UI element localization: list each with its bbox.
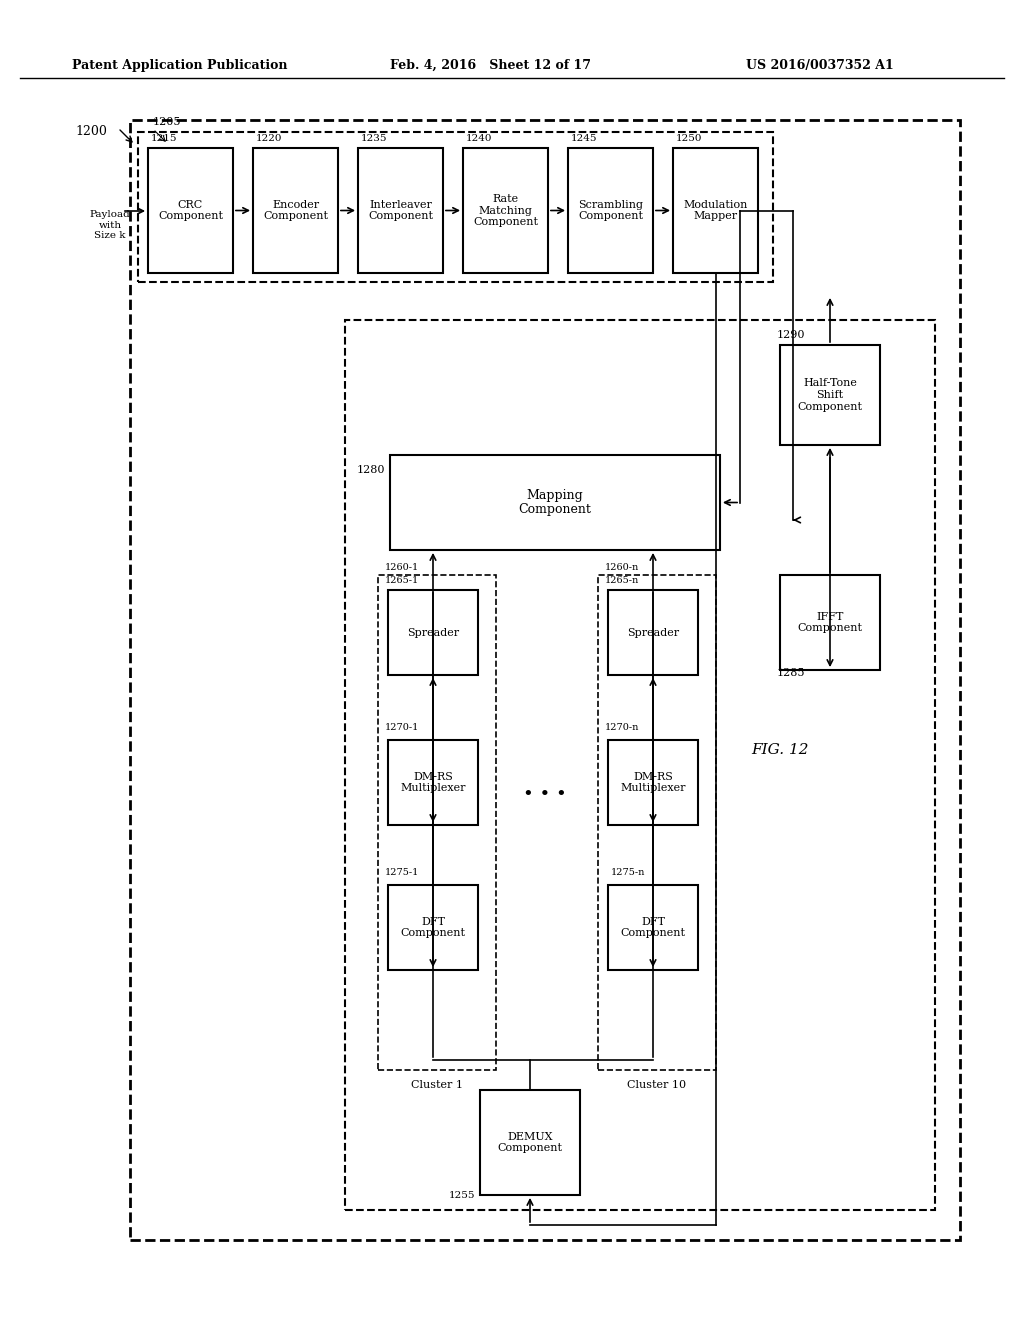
Text: 1270-1: 1270-1	[385, 723, 420, 733]
Text: • • •: • • •	[523, 785, 567, 804]
Text: CRC
Component: CRC Component	[158, 199, 223, 222]
Bar	[673, 148, 758, 273]
Bar	[390, 455, 720, 550]
Text: 1260-1: 1260-1	[385, 564, 419, 572]
Bar	[568, 148, 653, 273]
Bar	[148, 148, 233, 273]
Text: Mapping
Component: Mapping Component	[518, 488, 592, 516]
Bar	[378, 576, 496, 1071]
Text: DM-RS
Multiplexer: DM-RS Multiplexer	[621, 772, 686, 793]
Bar	[463, 148, 548, 273]
Text: Cluster 10: Cluster 10	[628, 1080, 686, 1090]
Bar	[608, 884, 698, 970]
Text: 1265-n: 1265-n	[605, 576, 639, 585]
Text: Spreader: Spreader	[407, 627, 459, 638]
Text: 1245: 1245	[571, 135, 597, 143]
Text: 1250: 1250	[676, 135, 702, 143]
Text: 1265-1: 1265-1	[385, 576, 419, 585]
Text: Patent Application Publication: Patent Application Publication	[73, 58, 288, 71]
Text: Rate
Matching
Component: Rate Matching Component	[473, 194, 538, 227]
Bar	[608, 590, 698, 675]
Text: 1275-n: 1275-n	[611, 869, 645, 876]
Text: Payload
with
Size k: Payload with Size k	[90, 210, 130, 240]
Text: 1235: 1235	[361, 135, 387, 143]
Text: Scrambling
Component: Scrambling Component	[578, 199, 643, 222]
Bar	[130, 120, 961, 1239]
Text: Interleaver
Component: Interleaver Component	[368, 199, 433, 222]
Text: Half-Tone
Shift
Component: Half-Tone Shift Component	[798, 379, 862, 412]
Bar	[345, 319, 935, 1210]
Bar	[138, 132, 773, 282]
Text: 1285: 1285	[777, 668, 806, 678]
Text: DM-RS
Multiplexer: DM-RS Multiplexer	[400, 772, 466, 793]
Text: DFT
Component: DFT Component	[621, 916, 685, 939]
Bar	[388, 590, 478, 675]
Text: Encoder
Component: Encoder Component	[263, 199, 328, 222]
Text: Modulation
Mapper: Modulation Mapper	[683, 199, 748, 222]
Bar	[388, 884, 478, 970]
Text: 1215: 1215	[151, 135, 177, 143]
Text: US 2016/0037352 A1: US 2016/0037352 A1	[746, 58, 894, 71]
Text: Cluster 1: Cluster 1	[411, 1080, 463, 1090]
Text: 1200: 1200	[75, 125, 106, 139]
Text: 1270-n: 1270-n	[605, 723, 639, 733]
Text: IFFT
Component: IFFT Component	[798, 611, 862, 634]
Text: 1205: 1205	[153, 117, 181, 127]
Bar	[608, 741, 698, 825]
Text: 1290: 1290	[777, 330, 806, 341]
Text: 1280: 1280	[356, 465, 385, 475]
Bar	[358, 148, 443, 273]
Text: Feb. 4, 2016   Sheet 12 of 17: Feb. 4, 2016 Sheet 12 of 17	[389, 58, 591, 71]
Bar	[780, 576, 880, 671]
Bar	[598, 576, 716, 1071]
Text: 1260-n: 1260-n	[605, 564, 639, 572]
Bar	[388, 741, 478, 825]
Bar	[480, 1090, 580, 1195]
Text: 1240: 1240	[466, 135, 493, 143]
Bar	[253, 148, 338, 273]
Text: DEMUX
Component: DEMUX Component	[498, 1131, 562, 1154]
Text: 1275-1: 1275-1	[385, 869, 420, 876]
Text: FIG. 12: FIG. 12	[752, 743, 809, 756]
Text: 1255: 1255	[449, 1191, 475, 1200]
Bar	[780, 345, 880, 445]
Text: 1220: 1220	[256, 135, 283, 143]
Text: DFT
Component: DFT Component	[400, 916, 466, 939]
Text: Spreader: Spreader	[627, 627, 679, 638]
